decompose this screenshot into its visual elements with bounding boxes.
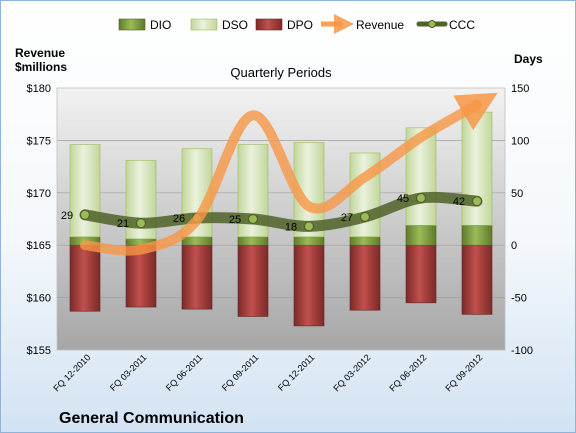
category-label: FQ 12-2011 xyxy=(276,352,317,393)
category-label: FQ 09-2011 xyxy=(220,352,261,393)
bar-dpo xyxy=(405,244,437,304)
right-axis-title: Days xyxy=(514,52,543,66)
legend: DIO DSO DPO Revenue CCC xyxy=(118,14,475,34)
legend-dpo-label: DPO xyxy=(287,18,313,32)
ccc-data-label: 21 xyxy=(117,218,129,230)
ccc-data-label: 18 xyxy=(285,221,297,233)
ccc-marker xyxy=(303,221,315,232)
ccc-data-label: 26 xyxy=(173,213,185,225)
category-axis-ticks: FQ 12-2010 FQ 03-2011 FQ 06-2011 FQ 09-2011… xyxy=(51,352,484,393)
right-tick-label: 150 xyxy=(511,83,529,95)
bar-dio xyxy=(293,236,325,246)
category-label: FQ 12-2010 xyxy=(51,352,92,393)
bar-dpo xyxy=(349,244,381,311)
bar-dio xyxy=(181,236,213,246)
bar-dpo xyxy=(461,244,493,315)
right-axis-ticks: -100 -50 0 50 100 150 xyxy=(511,83,533,357)
ccc-data-label: 45 xyxy=(397,193,409,205)
left-tick-label: $170 xyxy=(27,188,51,200)
ccc-marker xyxy=(247,213,259,225)
left-tick-label: $160 xyxy=(27,293,51,305)
company-title: General Communication xyxy=(59,410,244,427)
bar-dpo xyxy=(293,244,325,327)
chart-title: Quarterly Periods xyxy=(230,65,332,80)
legend-dso-label: DSO xyxy=(222,18,248,32)
bar-dio xyxy=(405,224,437,246)
left-axis-title-line1: Revenue xyxy=(15,46,65,60)
ccc-data-label: 42 xyxy=(453,196,465,208)
ccc-marker xyxy=(471,196,483,207)
left-tick-label: $165 xyxy=(27,240,51,252)
right-tick-label: 0 xyxy=(511,240,517,252)
category-label: FQ 06-2011 xyxy=(164,352,205,393)
ccc-data-label: 29 xyxy=(61,210,73,222)
legend-dpo-swatch xyxy=(255,18,283,31)
legend-dio-swatch xyxy=(118,18,146,31)
left-tick-label: $155 xyxy=(27,345,51,357)
bar-dso xyxy=(461,111,493,226)
category-label: FQ 03-2012 xyxy=(331,352,372,393)
legend-ccc-marker xyxy=(428,20,436,28)
bar-dso xyxy=(69,144,101,238)
category-label: FQ 09-2012 xyxy=(443,352,484,393)
ccc-data-label: 27 xyxy=(341,212,353,224)
category-label: FQ 03-2011 xyxy=(108,352,149,393)
left-tick-label: $175 xyxy=(27,135,51,147)
ccc-data-label: 25 xyxy=(229,214,241,226)
ccc-marker xyxy=(415,192,427,204)
left-axis-ticks: $155 $160 $165 $170 $175 $180 xyxy=(27,83,51,357)
legend-ccc-label: CCC xyxy=(449,18,475,32)
bar-dpo xyxy=(181,244,213,310)
ccc-marker xyxy=(79,209,91,220)
bar-dio xyxy=(349,236,381,246)
right-tick-label: -50 xyxy=(511,293,527,305)
right-tick-label: 100 xyxy=(511,135,529,147)
legend-revenue-label: Revenue xyxy=(356,18,404,32)
bar-dio xyxy=(237,236,269,246)
right-tick-label: 50 xyxy=(511,188,523,200)
ccc-marker xyxy=(135,218,147,229)
legend-dso-swatch xyxy=(190,18,218,31)
legend-dio-label: DIO xyxy=(150,18,171,32)
ccc-marker xyxy=(359,211,371,223)
category-label: FQ 06-2012 xyxy=(387,352,428,393)
bar-dio xyxy=(461,224,493,246)
left-tick-label: $180 xyxy=(27,83,51,95)
bar-dpo xyxy=(69,244,101,312)
right-tick-label: -100 xyxy=(511,345,533,357)
bar-dpo xyxy=(237,244,269,317)
lines-layer: 29 21 26 25 18 27 45 42 xyxy=(61,92,498,256)
revenue-line xyxy=(80,92,498,256)
left-axis-title-line2: $millions xyxy=(15,60,67,74)
